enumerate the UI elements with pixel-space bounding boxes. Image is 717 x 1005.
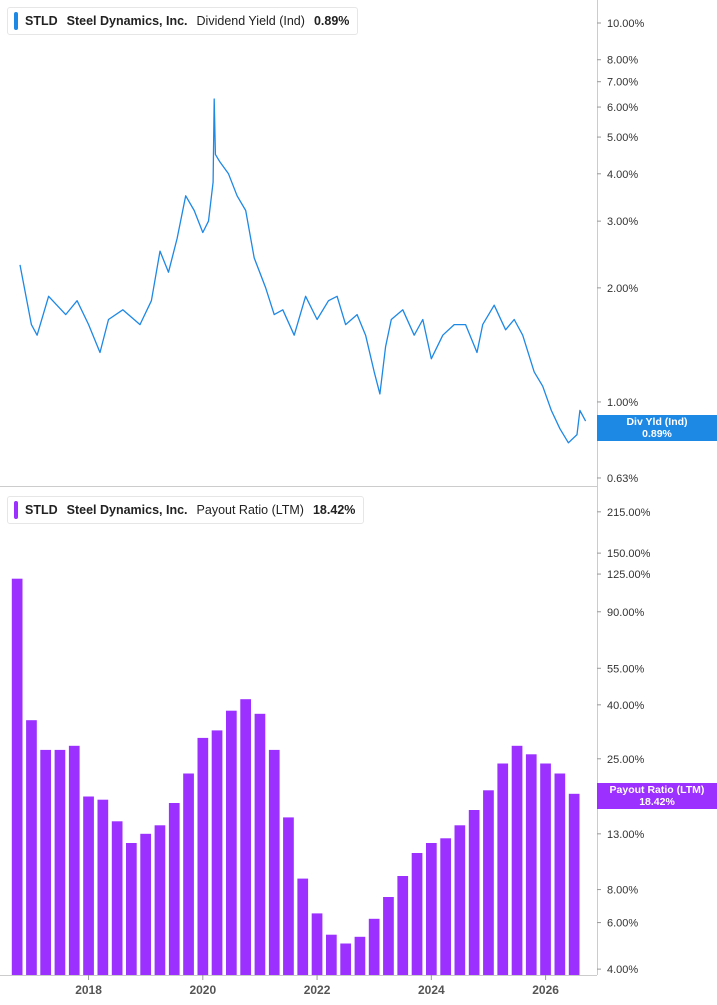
payout-ratio-bar	[468, 810, 480, 975]
payout-ratio-legend: STLD Steel Dynamics, Inc. Payout Ratio (…	[7, 496, 365, 524]
payout-ratio-value: 18.42%	[312, 503, 356, 517]
y-tick-label: 25.00%	[607, 754, 645, 766]
payout-ratio-bar	[111, 821, 123, 975]
payout-ratio-bar	[411, 853, 423, 975]
x-tick-label: 2020	[189, 983, 216, 997]
payout-ratio-bar	[26, 720, 37, 975]
payout-ratio-tag-value: 18.42%	[639, 796, 675, 808]
y-tick-label: 2.00%	[607, 283, 638, 295]
payout-ratio-tag-label: Payout Ratio (LTM)	[609, 784, 705, 796]
x-tick-label: 2026	[532, 983, 559, 997]
payout-ratio-bar	[283, 817, 294, 975]
y-tick-label: 3.00%	[607, 216, 638, 228]
payout-ratio-bar	[483, 790, 494, 975]
payout-ratio-bar	[126, 843, 137, 975]
payout-ratio-bar	[140, 833, 151, 975]
x-tick-label: 2022	[304, 983, 331, 997]
dividend-yield-legend: STLD Steel Dynamics, Inc. Dividend Yield…	[7, 7, 359, 35]
y-tick-label: 1.00%	[607, 397, 638, 409]
y-tick-label: 8.00%	[607, 55, 638, 67]
dividend-yield-ticker: STLD	[25, 14, 58, 28]
dividend-yield-metric: Dividend Yield (Ind)	[196, 14, 305, 28]
dividend-yield-tag-value: 0.89%	[642, 428, 672, 440]
y-tick-label: 5.00%	[607, 132, 638, 144]
dividend-yield-company: Steel Dynamics, Inc.	[66, 14, 188, 28]
y-tick-label: 125.00%	[607, 569, 651, 581]
y-tick-label: 8.00%	[607, 885, 638, 897]
dividend-yield-swatch	[14, 12, 18, 30]
payout-ratio-bar	[340, 943, 351, 975]
payout-ratio-value-tag: Payout Ratio (LTM) 18.42%	[597, 783, 717, 809]
payout-ratio-bar	[426, 843, 437, 975]
y-tick-label: 150.00%	[607, 548, 651, 560]
payout-ratio-bar	[197, 737, 209, 975]
y-tick-label: 13.00%	[607, 829, 645, 841]
y-tick-label: 4.00%	[607, 964, 638, 976]
y-tick-label: 4.00%	[607, 169, 638, 181]
payout-ratio-bar	[268, 749, 280, 975]
payout-ratio-bar	[497, 763, 509, 975]
payout-ratio-bar	[211, 730, 223, 975]
dividend-yield-line	[19, 98, 587, 444]
y-tick-label: 0.63%	[607, 473, 638, 485]
payout-ratio-bar	[368, 918, 380, 975]
payout-ratio-swatch	[14, 501, 18, 519]
payout-ratio-bar	[383, 897, 394, 975]
y-tick-label: 6.00%	[607, 918, 638, 930]
y-tick-label: 55.00%	[607, 663, 645, 675]
y-tick-label: 10.00%	[607, 18, 645, 30]
payout-ratio-bar	[54, 749, 66, 975]
payout-ratio-bar	[454, 825, 466, 975]
payout-ratio-ticker: STLD	[25, 503, 58, 517]
payout-ratio-bar	[40, 749, 51, 975]
payout-ratio-bar	[397, 876, 409, 975]
payout-ratio-bar	[525, 754, 537, 975]
y-tick-label: 6.00%	[607, 102, 638, 114]
payout-ratio-bar	[240, 699, 251, 975]
payout-ratio-metric: Payout Ratio (LTM)	[196, 503, 304, 517]
y-tick-label: 7.00%	[607, 77, 638, 89]
payout-ratio-bar	[254, 713, 266, 975]
payout-ratio-bar	[311, 913, 323, 975]
payout-ratio-bar	[11, 578, 23, 975]
x-tick-label: 2018	[75, 983, 102, 997]
payout-ratio-bar	[168, 803, 180, 975]
y-tick-label: 40.00%	[607, 700, 645, 712]
payout-ratio-bar	[226, 710, 237, 975]
payout-ratio-bar	[183, 773, 194, 975]
payout-ratio-bar	[440, 838, 451, 975]
dividend-yield-value-tag: Div Yld (Ind) 0.89%	[597, 415, 717, 441]
payout-ratio-bar	[97, 799, 109, 975]
payout-ratio-bar	[540, 763, 551, 975]
y-tick-label: 90.00%	[607, 607, 645, 619]
payout-ratio-bar	[354, 936, 366, 975]
payout-ratio-bar	[326, 934, 337, 975]
y-tick-label: 215.00%	[607, 507, 651, 519]
x-tick-label: 2024	[418, 983, 445, 997]
payout-ratio-bar	[554, 773, 566, 975]
payout-ratio-bar	[511, 745, 523, 975]
payout-ratio-bar	[297, 878, 309, 975]
payout-ratio-bar	[83, 796, 94, 975]
payout-ratio-bar	[68, 745, 80, 975]
dividend-yield-tag-label: Div Yld (Ind)	[626, 416, 688, 428]
payout-ratio-company: Steel Dynamics, Inc.	[66, 503, 188, 517]
payout-ratio-bar	[568, 793, 580, 975]
payout-ratio-bar	[154, 825, 166, 975]
dividend-yield-value: 0.89%	[313, 14, 350, 28]
